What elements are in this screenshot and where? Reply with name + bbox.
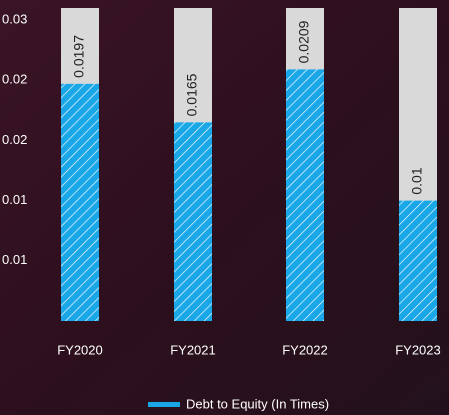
y-tick-label: 0.01 [2, 252, 27, 267]
x-tick-label: FY2022 [282, 342, 328, 357]
y-tick-label: 0.03 [2, 11, 27, 26]
value-label: 0.0197 [71, 35, 87, 78]
y-tick-label: 0.02 [2, 132, 27, 147]
bar [174, 122, 212, 321]
value-label: 0.01 [409, 167, 425, 194]
x-tick-label: FY2021 [170, 342, 216, 357]
value-label: 0.0209 [296, 20, 312, 63]
bar [61, 83, 99, 321]
value-label: 0.0165 [184, 73, 200, 116]
legend-swatch [148, 402, 180, 407]
legend-label: Debt to Equity (In Times) [186, 396, 329, 411]
bar [286, 69, 324, 322]
y-tick-label: 0.01 [2, 192, 27, 207]
y-tick-label: 0.02 [2, 72, 27, 87]
bar [399, 200, 437, 321]
x-tick-label: FY2020 [57, 342, 103, 357]
x-tick-label: FY2023 [395, 342, 441, 357]
